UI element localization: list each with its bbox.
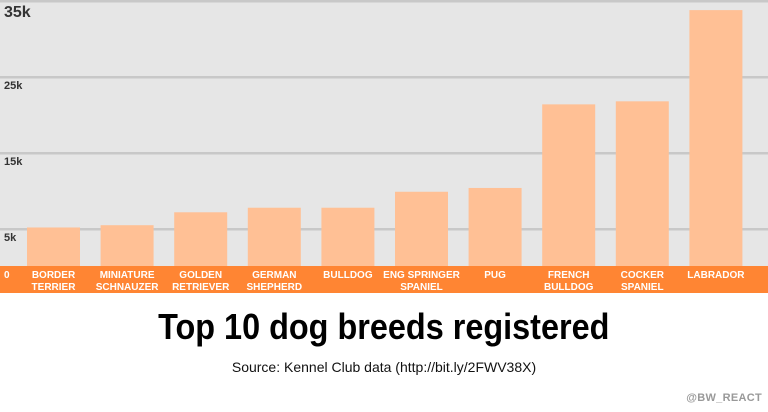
- x-tick-label: LABRADOR: [687, 270, 745, 281]
- x-tick-label: GOLDEN: [179, 270, 222, 281]
- x-axis-band: [0, 266, 768, 293]
- bar: [615, 101, 669, 267]
- x-tick-label: SPANIEL: [400, 282, 443, 293]
- x-tick-label: BULLDOG: [544, 282, 594, 293]
- x-tick-label: COCKER: [621, 270, 665, 281]
- x-tick-label: MINIATURE: [100, 270, 155, 281]
- gridline: [0, 0, 768, 3]
- x-tick-label: RETRIEVER: [172, 282, 230, 293]
- bar: [395, 191, 448, 267]
- x-tick-label: PUG: [484, 270, 506, 281]
- x-tick-label: SPANIEL: [621, 282, 664, 293]
- x-tick-label: BORDER: [32, 270, 76, 281]
- y-tick-label: 25k: [4, 80, 23, 92]
- bar: [689, 10, 743, 268]
- chart-source: Source: Kennel Club data (http://bit.ly/…: [231, 359, 537, 375]
- chart-title: Top 10 dog breeds registered: [158, 306, 610, 347]
- gridline: [0, 152, 768, 155]
- gridline: [0, 228, 768, 231]
- chart-credit: @BW_REACT: [686, 392, 762, 404]
- bar: [247, 207, 301, 267]
- x-tick-label: SCHNAUZER: [96, 282, 160, 293]
- y-tick-label: 0: [4, 270, 10, 281]
- x-tick-label: SHEPHERD: [247, 282, 303, 293]
- y-tick-label: 15k: [4, 156, 23, 168]
- x-tick-label: TERRIER: [32, 282, 77, 293]
- bar: [100, 225, 154, 267]
- bar: [174, 212, 228, 267]
- y-tick-label: 35k: [4, 4, 31, 21]
- bar: [321, 207, 375, 267]
- gridline: [0, 76, 768, 79]
- bar: [542, 104, 596, 267]
- y-tick-label: 5k: [4, 232, 17, 244]
- x-tick-label: FRENCH: [548, 270, 590, 281]
- x-tick-label: BULLDOG: [323, 270, 373, 281]
- bar: [27, 227, 80, 267]
- x-tick-label: ENG SPRINGER: [383, 270, 460, 281]
- x-tick-label: GERMAN: [252, 270, 296, 281]
- bar: [468, 187, 522, 267]
